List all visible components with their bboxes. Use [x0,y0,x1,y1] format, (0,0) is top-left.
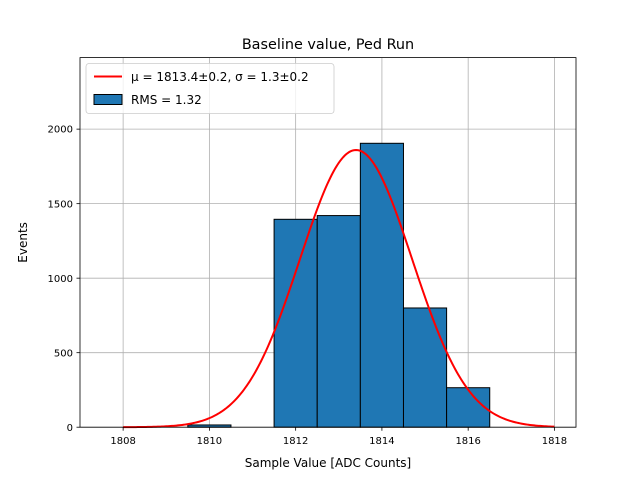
y-tick-label: 1000 [48,274,73,285]
x-tick-label: 1818 [542,436,567,447]
x-tick-label: 1810 [197,436,222,447]
legend-box [85,63,335,114]
y-tick-label: 1500 [48,199,73,210]
fit-curve [123,148,555,429]
histogram-bar [273,218,318,428]
axis-ticks: 1808 1810 1812 1814 1816 1818 0 500 1000 1500 2000 [48,125,568,447]
plot-frame [79,57,577,428]
x-tick-label: 1816 [455,436,480,447]
x-tick-label: 1814 [369,436,394,447]
chart-title: Baseline value, Ped Run [242,37,414,53]
histogram-bar [316,215,361,428]
histogram-bar [402,307,448,428]
x-tick-label: 1808 [110,436,135,447]
y-tick-label: 0 [67,423,73,434]
y-tick-label: 2000 [48,125,73,136]
y-axis-label: Events [16,222,30,263]
y-tick-label: 500 [54,348,73,359]
histogram-bar [359,142,404,428]
x-tick-label: 1812 [283,436,308,447]
gaussian-fit [123,148,555,429]
legend-hist-swatch [93,94,123,105]
x-axis-label: Sample Value [ADC Counts] [245,456,411,470]
histogram-bar [446,387,491,428]
legend-fit-label: μ = 1813.4±0.2, σ = 1.3±0.2 [131,70,309,84]
legend-hist-label: RMS = 1.32 [131,93,202,107]
legend: μ = 1813.4±0.2, σ = 1.3±0.2 RMS = 1.32 [85,63,335,114]
